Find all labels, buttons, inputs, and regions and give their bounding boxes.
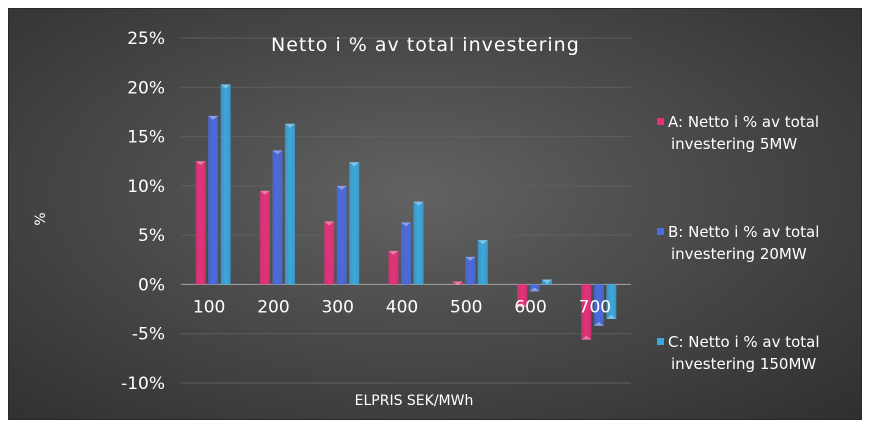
y-tick-label: 25% <box>127 29 165 49</box>
y-tick-label: 0% <box>138 275 165 295</box>
bar-b-400 <box>401 222 411 285</box>
bar-cap <box>284 123 295 128</box>
bar-b-100 <box>208 115 219 285</box>
bar-cap <box>477 240 488 245</box>
bar-cap <box>259 190 270 195</box>
bar-cap <box>272 150 283 155</box>
bar-c-100 <box>220 84 231 285</box>
y-tick-label: 20% <box>127 78 165 98</box>
bar-a-400 <box>388 250 399 285</box>
legend-label: investering 20MW <box>671 245 807 263</box>
legend-swatch <box>657 338 664 345</box>
bar-cap <box>349 162 360 167</box>
gridlines <box>181 37 631 384</box>
y-axis-ticks: 25% 20% 15% 10% 5% 0% -5% -10% <box>121 29 165 394</box>
bar-c-200 <box>284 123 295 285</box>
x-axis-title: ELPRIS SEK/MWh <box>355 393 474 409</box>
bars <box>195 84 617 340</box>
bar-cap <box>208 115 219 120</box>
chart-title: Netto i % av total investering <box>271 34 580 56</box>
bar-b-200 <box>272 150 283 285</box>
bar-b-700 <box>593 284 604 326</box>
bar-c-400 <box>413 201 424 285</box>
y-tick-label: 10% <box>127 177 165 197</box>
legend-item-c: C: Netto i % av total investering 150MW <box>657 333 820 373</box>
bar-chart: 25% 20% 15% 10% 5% 0% -5% -10% 100 200 300 400 500 6… <box>33 29 820 409</box>
bar-cap <box>388 250 399 255</box>
bar-c-500 <box>477 240 488 285</box>
bar-cap <box>195 161 206 166</box>
bar-c-300 <box>349 162 360 285</box>
bar-a-100 <box>195 161 206 285</box>
legend-swatch <box>657 228 664 235</box>
legend-label: A: Netto i % av total <box>668 113 819 131</box>
x-tick-label: 100 <box>193 297 225 317</box>
legend-label: investering 5MW <box>671 135 797 153</box>
y-tick-label: 5% <box>138 226 165 246</box>
x-tick-label: 300 <box>321 297 353 317</box>
bar-cap <box>452 281 463 286</box>
bar-cap <box>529 287 540 292</box>
bar-cap <box>465 256 476 261</box>
legend-label: B: Netto i % av total <box>668 223 819 241</box>
legend-label: C: Netto i % av total <box>668 333 820 351</box>
bar-b-500 <box>465 256 476 285</box>
bar-a-200 <box>259 190 270 285</box>
bar-c-700 <box>606 284 617 319</box>
bar-a-700 <box>581 284 592 340</box>
bar-cap <box>401 222 411 227</box>
bar-cap <box>413 201 424 206</box>
y-tick-label: -5% <box>132 325 165 345</box>
bar-cap <box>336 185 347 190</box>
x-tick-label: 600 <box>514 297 546 317</box>
bar-a-600 <box>517 284 528 308</box>
bar-cap <box>542 279 553 284</box>
chart-frame: 25% 20% 15% 10% 5% 0% -5% -10% 100 200 300 400 500 6… <box>8 8 862 420</box>
bar-cap <box>517 303 528 308</box>
x-tick-label: 400 <box>386 297 418 317</box>
bar-cap <box>593 321 604 326</box>
bar-a-500 <box>452 281 463 285</box>
bar-cap <box>581 335 592 340</box>
y-tick-label: -10% <box>121 374 165 394</box>
bar-b-600 <box>529 284 540 292</box>
x-axis-ticks: 100 200 300 400 500 600 700 <box>193 297 611 317</box>
bar-cap <box>606 314 617 319</box>
legend-label: investering 150MW <box>671 355 816 373</box>
y-axis-title: % <box>33 212 49 225</box>
legend-item-a: A: Netto i % av total investering 5MW <box>657 113 819 153</box>
legend-item-b: B: Netto i % av total investering 20MW <box>657 223 819 263</box>
x-tick-label: 200 <box>257 297 289 317</box>
bar-c-600 <box>542 279 553 285</box>
bar-b-300 <box>336 185 347 285</box>
y-tick-label: 15% <box>127 128 165 148</box>
x-tick-label: 700 <box>579 297 611 317</box>
bar-cap <box>220 84 231 89</box>
legend: A: Netto i % av total investering 5MW B: N… <box>657 113 820 373</box>
bar-cap <box>324 221 335 226</box>
legend-swatch <box>657 118 664 125</box>
bar-a-300 <box>324 221 335 285</box>
x-tick-label: 500 <box>450 297 482 317</box>
